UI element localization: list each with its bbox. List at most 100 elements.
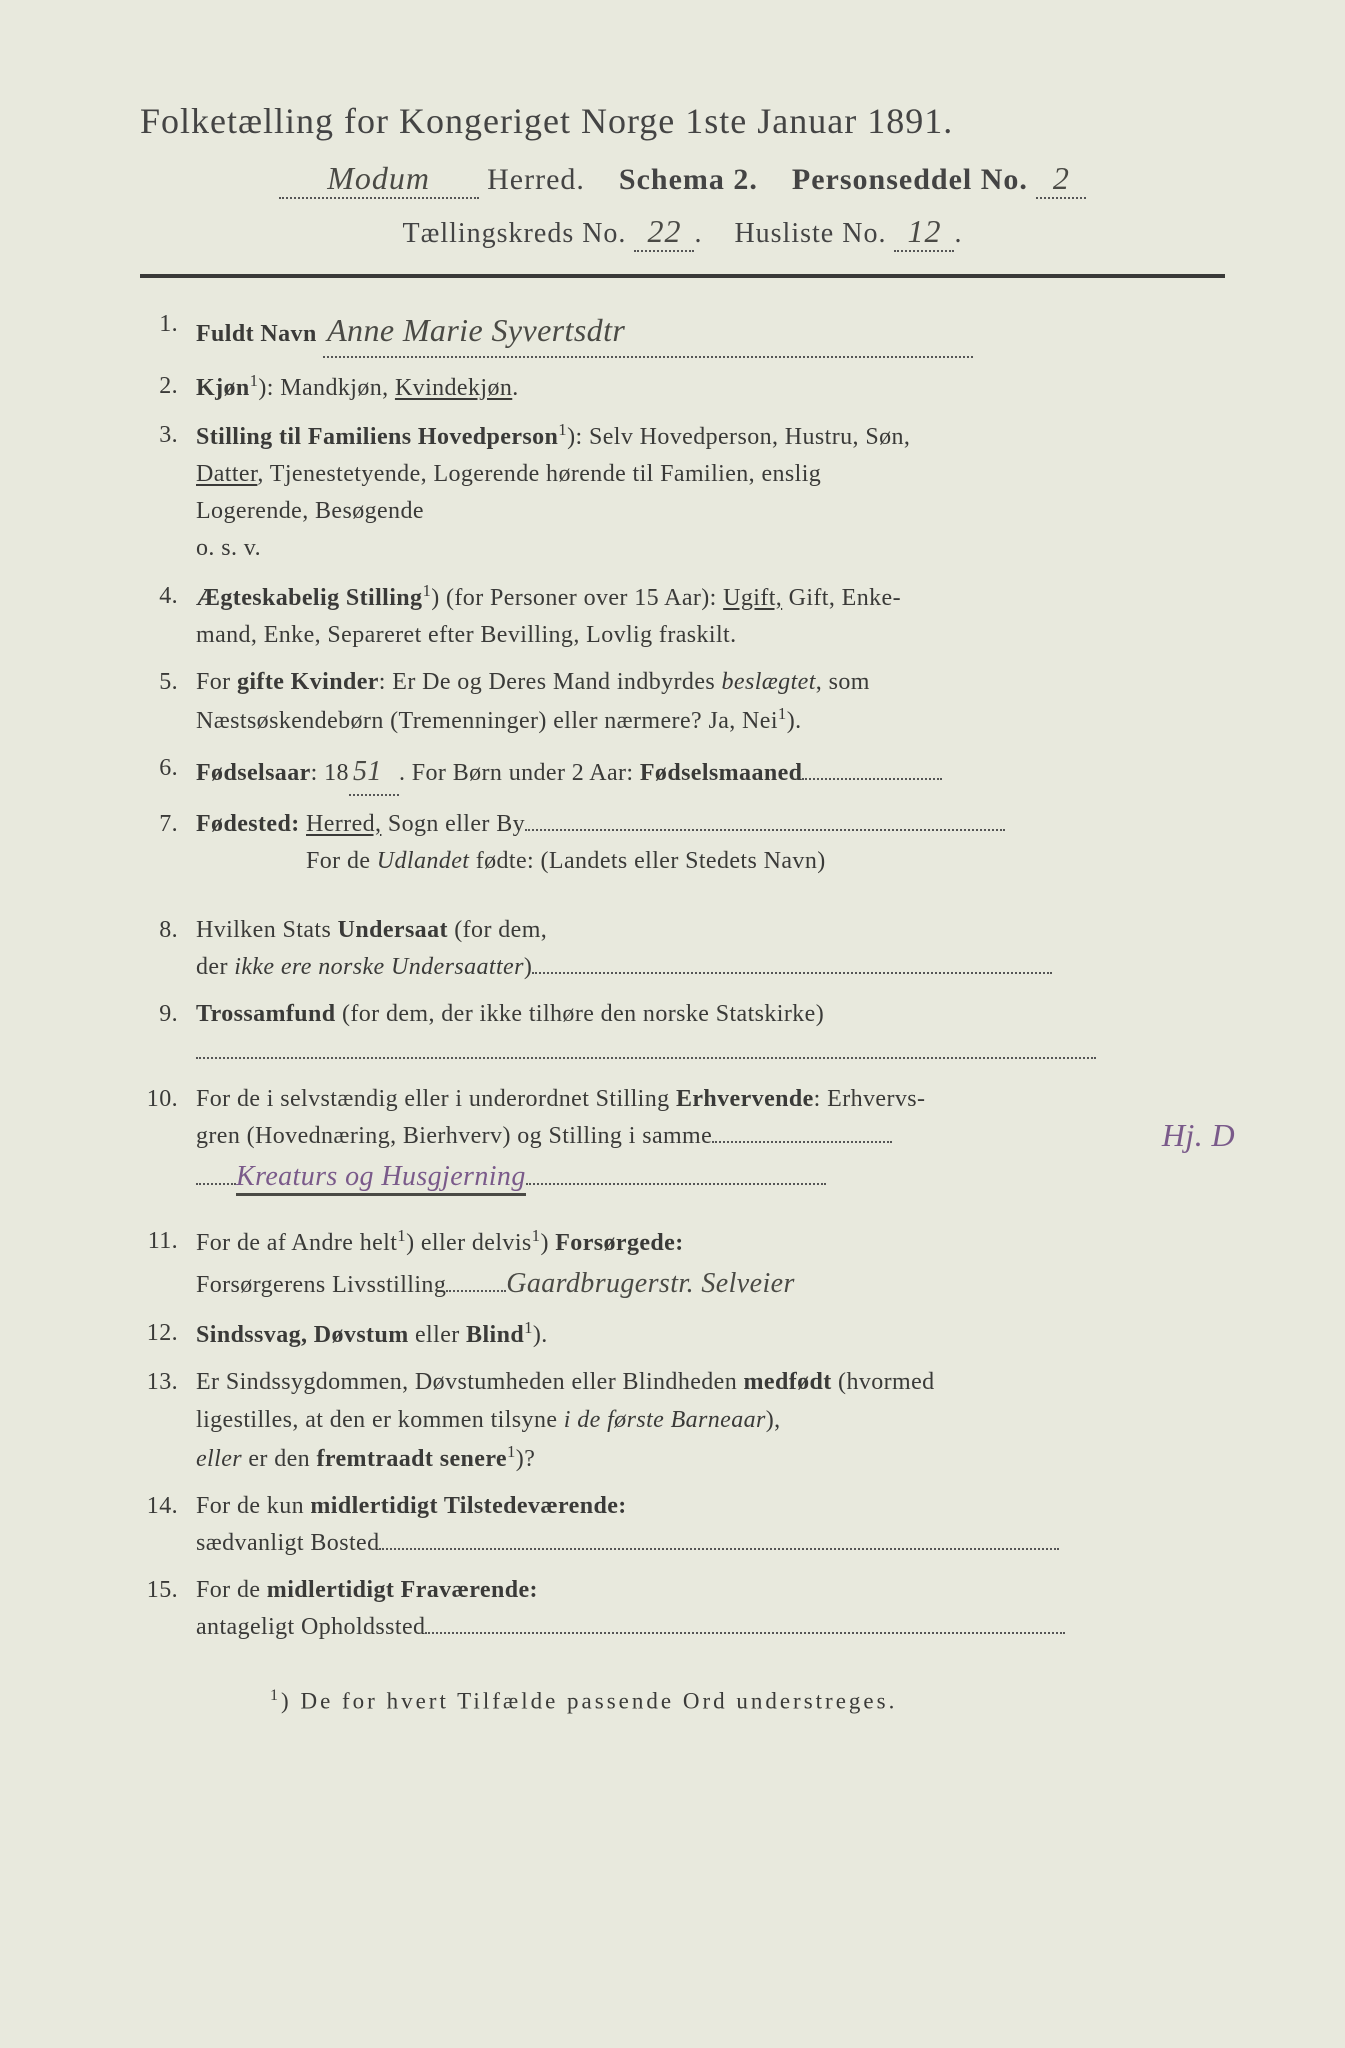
item-3-l4: o. s. v. [196,535,261,561]
item-5-l2: Næstsøskendebørn (Tremenninger) eller næ… [196,708,778,734]
item-1-num: 1. [140,306,196,343]
item-4-l2: mand, Enke, Separeret efter Bevilling, L… [196,622,737,648]
item-14-num: 14. [140,1488,196,1525]
item-3-l3: Logerende, Besøgende [196,498,424,524]
item-12-sup: 1 [524,1318,533,1337]
item-11-l1c: ) [540,1230,555,1256]
item-4: 4. Ægteskabelig Stilling1) (for Personer… [140,578,1225,654]
item-7-l2c: fødte: (Landets eller Stedets Navn) [469,848,825,874]
item-11-l1d: Forsørgede: [555,1230,683,1256]
item-12-label: Sindssvag, Døvstum [196,1322,409,1348]
item-13-l1a: Er Sindssygdommen, Døvstumheden eller Bl… [196,1369,744,1395]
item-13-l3d: )? [516,1446,535,1472]
item-4-l1b: Gift, Enke- [782,585,901,611]
item-4-under: Ugift, [723,585,782,611]
item-11-l1a: For de af Andre helt [196,1230,397,1256]
item-11-blank [446,1290,506,1292]
item-6: 6. Fødselsaar: 1851. For Børn under 2 Aa… [140,750,1225,795]
item-6-label: Fødselsaar [196,760,311,786]
item-7: 7. Fødested: Herred, Sogn eller By For d… [140,806,1225,880]
item-15-l1a: For de [196,1577,267,1603]
item-11-l1b: ) eller delvis [406,1230,532,1256]
page-title: Folketælling for Kongeriget Norge 1ste J… [140,100,1225,142]
item-7-num: 7. [140,806,196,843]
item-10-l1b: Erhvervende [676,1086,814,1112]
item-10-hand: Kreaturs og Husgjerning [236,1161,526,1196]
item-13-num: 13. [140,1364,196,1401]
herred-label: Herred. [487,163,585,196]
item-14-l2: sædvanligt Bosted [196,1530,379,1556]
item-3-l1: ): Selv Hovedperson, Hustru, Søn, [567,424,910,450]
item-14-l1b: midlertidigt Tilstedeværende: [310,1493,626,1519]
item-3-label: Stilling til Familiens Hovedperson [196,424,558,450]
item-7-label: Fødested: [196,811,300,837]
item-5-num: 5. [140,664,196,701]
item-6-blank [802,778,942,780]
item-10-l1a: For de i selvstændig eller i underordnet… [196,1086,676,1112]
personseddel-no: 2 [1036,160,1086,199]
item-15-num: 15. [140,1572,196,1609]
item-3: 3. Stilling til Familiens Hovedperson1):… [140,417,1225,568]
item-13-l1c: (hvormed [832,1369,935,1395]
item-10-l1c: : Erhvervs- [814,1086,926,1112]
item-11-l2: Forsørgerens Livsstilling [196,1272,446,1298]
item-5: 5. For gifte Kvinder: Er De og Deres Man… [140,664,1225,740]
item-7-l2b: Udlandet [377,848,470,874]
footnote-sup: 1 [270,1687,281,1704]
item-1-value: Anne Marie Syvertsdtr [323,306,973,358]
item-1: 1. Fuldt Navn Anne Marie Syvertsdtr [140,306,1225,358]
item-13-l2c: ), [766,1407,781,1433]
item-13-l1b: medfødt [744,1369,832,1395]
item-13-l3c: fremtraadt senere [316,1446,507,1472]
footnote-text: ) De for hvert Tilfælde passende Ord und… [281,1688,897,1713]
item-8-l1a: Hvilken Stats [196,917,338,943]
item-5-l1a: For [196,669,237,695]
item-5-l1b: gifte Kvinder [237,669,379,695]
item-6-t2: . For Børn under 2 Aar: [399,760,640,786]
item-13: 13. Er Sindssygdommen, Døvstumheden elle… [140,1364,1225,1478]
item-10-blank1 [712,1141,892,1143]
item-12-label2: Blind [466,1322,524,1348]
item-11-hand: Gaardbrugerstr. Selveier [506,1268,795,1299]
footnote: 1) De for hvert Tilfælde passende Ord un… [140,1687,1225,1715]
item-8: 8. Hvilken Stats Undersaat (for dem, der… [140,912,1225,986]
item-14-l1a: For de kun [196,1493,310,1519]
kreds-label: Tællingskreds No. [403,218,627,249]
item-15-blank [425,1632,1065,1634]
item-8-l2b: ikke ere norske Undersaatter [234,954,524,980]
item-3-sup: 1 [558,420,567,439]
item-6-year: 51 [349,750,399,795]
item-4-label: Ægteskabelig Stilling [196,585,422,611]
item-13-sup: 1 [507,1442,516,1461]
item-10-l2: gren (Hovednæring, Bierhverv) og Stillin… [196,1123,712,1149]
item-14-blank [379,1548,1059,1550]
item-7-rest: Sogn eller By [381,811,525,837]
header-line-2: Tællingskreds No. 22. Husliste No. 12. [140,213,1225,252]
item-9: 9. Trossamfund (for dem, der ikke tilhør… [140,996,1225,1070]
item-12-num: 12. [140,1315,196,1352]
schema-label: Schema 2. [619,163,758,196]
personseddel-label: Personseddel No. [792,163,1028,196]
item-4-sup: 1 [422,581,431,600]
item-11: 11. For de af Andre helt1) eller delvis1… [140,1223,1225,1306]
item-3-l2u: Datter [196,461,257,487]
item-2-num: 2. [140,368,196,405]
item-2-under: Kvindekjøn [395,375,512,401]
item-9-rest: (for dem, der ikke tilhøre den norske St… [336,1001,825,1027]
item-11-num: 11. [140,1223,196,1260]
item-4-num: 4. [140,578,196,615]
item-5-l1e: , som [816,669,870,695]
herred-handwritten: Modum [279,160,479,199]
item-8-l1c: (for dem, [448,917,547,943]
item-8-num: 8. [140,912,196,949]
kreds-no: 22 [634,213,694,252]
item-9-num: 9. [140,996,196,1033]
item-2: 2. Kjøn1): Mandkjøn, Kvindekjøn. [140,368,1225,407]
item-15: 15. For de midlertidigt Fraværende: anta… [140,1572,1225,1646]
item-10-margin-hand: Hj. D [1162,1111,1235,1161]
item-8-blank [532,972,1052,974]
item-12-end: ). [533,1322,548,1348]
item-10: 10. For de i selvstændig eller i underor… [140,1081,1225,1199]
item-9-blank [196,1057,1096,1059]
item-10-pre [196,1183,236,1185]
